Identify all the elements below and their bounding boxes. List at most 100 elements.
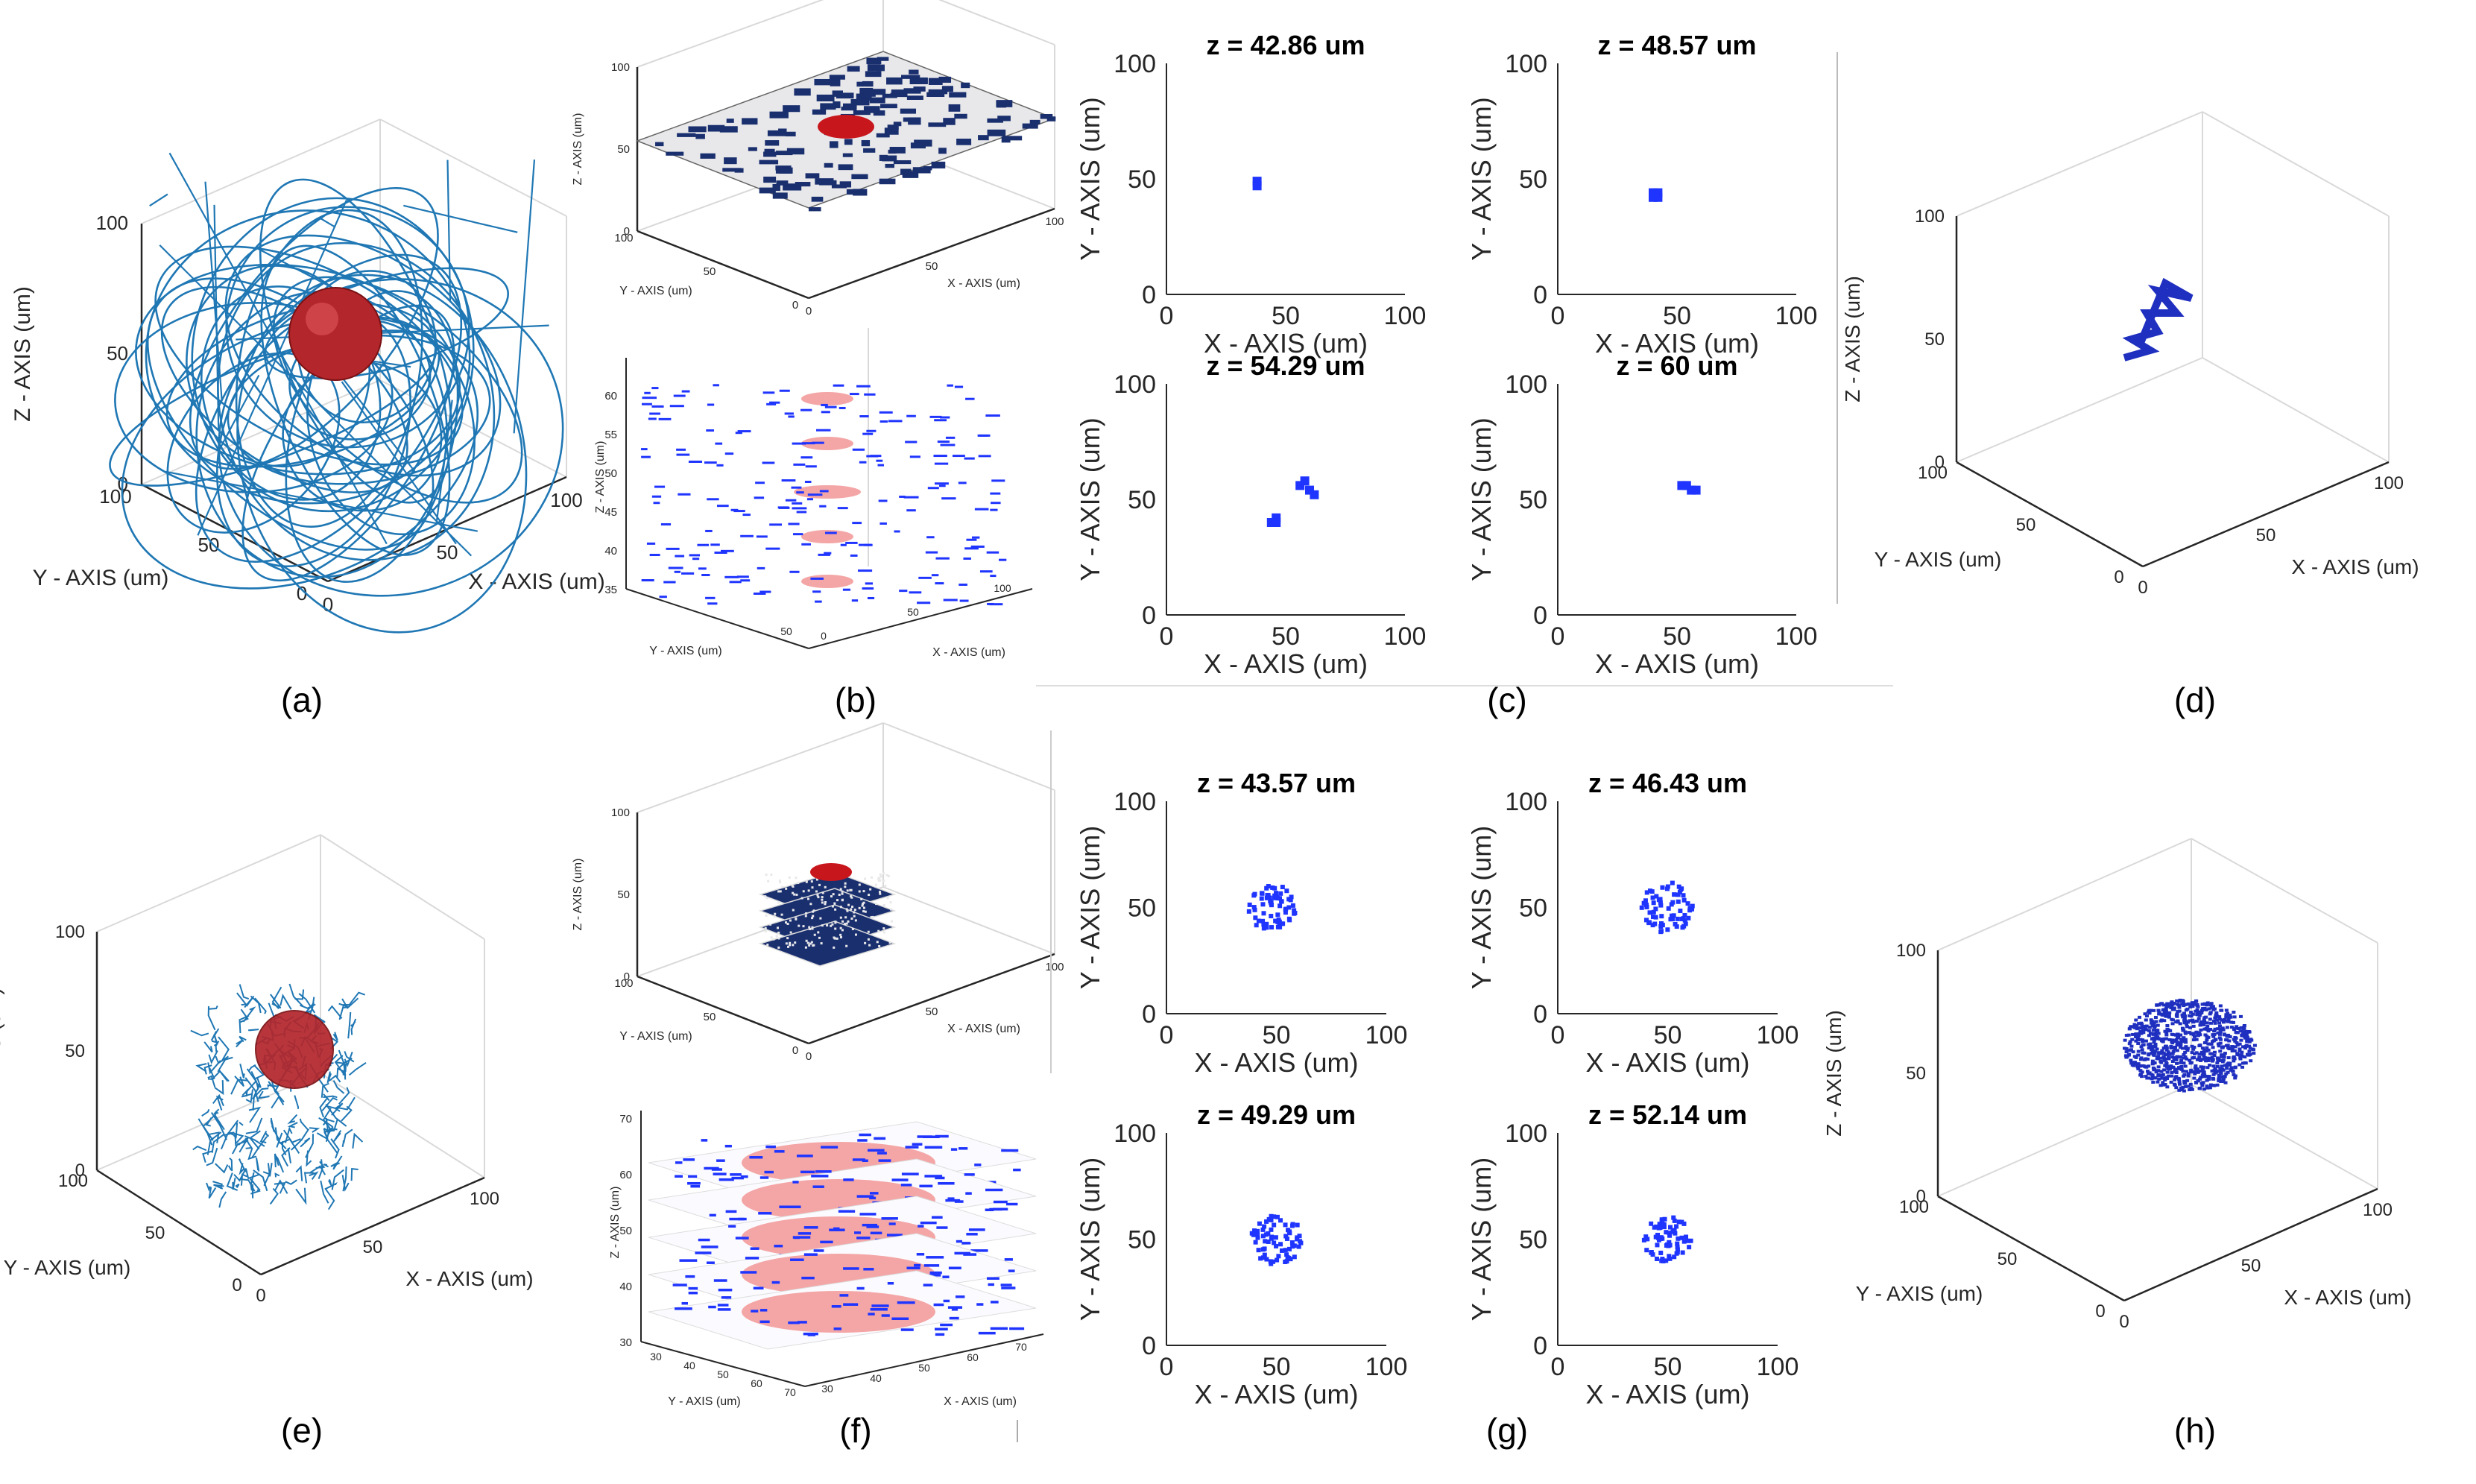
data-point	[1278, 921, 1283, 926]
voxel-gap	[785, 942, 788, 945]
data-point	[1671, 1215, 1676, 1220]
data-point	[2174, 1070, 2179, 1074]
data-point	[2225, 1064, 2229, 1067]
voxel	[755, 481, 765, 484]
data-point	[2174, 1038, 2179, 1041]
data-point	[2159, 1070, 2164, 1073]
voxel-gap	[862, 906, 865, 909]
voxel-gap	[816, 894, 819, 897]
e-ytick: 100	[58, 1171, 88, 1191]
data-point	[1653, 915, 1658, 920]
data-point	[2191, 1047, 2196, 1051]
data-point	[2196, 1057, 2201, 1061]
voxel	[792, 507, 807, 510]
data-point	[2185, 1057, 2189, 1061]
trajectory-segment	[239, 1064, 245, 1079]
voxel	[900, 108, 917, 114]
data-point	[2134, 1039, 2138, 1043]
data-point	[2174, 1067, 2179, 1071]
voxel	[812, 590, 821, 593]
trajectory-segment	[248, 1029, 259, 1032]
data-point	[2183, 1014, 2188, 1018]
trajectory-segment	[253, 1169, 268, 1192]
data-point	[2247, 1044, 2252, 1048]
data-point	[2199, 1070, 2203, 1073]
voxel-gap	[830, 895, 833, 898]
trajectory-segment	[257, 1090, 270, 1099]
voxel	[906, 414, 916, 417]
data-point	[2215, 1056, 2220, 1060]
h-ytick: 50	[1997, 1249, 2018, 1269]
voxel	[923, 1283, 933, 1286]
data-point	[1251, 1232, 1256, 1237]
f-bottom-xtick: 30	[821, 1383, 833, 1395]
d-ztick: 100	[1915, 206, 1945, 227]
data-point	[1287, 918, 1292, 923]
voxel	[651, 387, 659, 390]
b-top-y-axis	[637, 230, 809, 300]
data-point	[2134, 1032, 2138, 1036]
data-point	[1261, 911, 1266, 916]
data-point	[2173, 1040, 2177, 1043]
voxel	[862, 587, 874, 590]
data-point	[1680, 1250, 1685, 1255]
data-point	[2243, 1035, 2247, 1038]
data-point	[2200, 1046, 2205, 1050]
voxel	[786, 1205, 801, 1208]
data-point	[2243, 1046, 2248, 1050]
h-x-axis	[2123, 1187, 2378, 1302]
voxel	[856, 93, 872, 101]
voxel	[769, 111, 789, 119]
voxel	[1022, 123, 1038, 129]
voxel	[877, 464, 884, 467]
target-sphere	[288, 287, 382, 381]
trajectory-segment	[227, 1165, 233, 1171]
voxel-gap	[777, 937, 780, 940]
data-point	[2232, 1038, 2236, 1041]
data-point	[2195, 1020, 2199, 1023]
data-point	[1658, 903, 1664, 908]
trajectory-segment	[212, 1093, 224, 1107]
g-ytick: 0	[1142, 1332, 1156, 1360]
data-point	[2212, 1007, 2217, 1011]
data-point	[1649, 1221, 1654, 1226]
voxel	[952, 455, 965, 458]
trajectory-segment	[207, 1005, 216, 1031]
b_top-ytick: 100	[614, 232, 633, 244]
data-point	[2196, 1017, 2201, 1020]
d-ylabel: Y - AXIS (um)	[1875, 548, 2002, 571]
voxel-gap	[769, 923, 772, 926]
data-point	[2156, 1065, 2161, 1069]
voxel-gap	[821, 924, 824, 927]
data-point	[2181, 1015, 2185, 1019]
data-point	[2191, 1024, 2196, 1028]
voxel-gap	[830, 924, 833, 927]
data-point	[2147, 1011, 2152, 1015]
c-xlabel: X - AXIS (um)	[1595, 648, 1759, 679]
f_top-ztick: 0	[624, 970, 630, 983]
voxel	[866, 455, 879, 458]
data-point	[1265, 892, 1270, 897]
voxel	[820, 1240, 833, 1244]
voxel-gap	[786, 937, 789, 940]
h-ztick: 0	[1916, 1187, 1926, 1207]
data-point	[2217, 1021, 2222, 1025]
trajectory-segment	[299, 1118, 309, 1131]
voxel-gap	[793, 893, 796, 896]
data-point	[2235, 1052, 2240, 1056]
data-point	[2199, 1050, 2204, 1054]
voxel	[788, 522, 800, 525]
data-point	[1261, 926, 1266, 931]
data-point	[2139, 1056, 2144, 1060]
data-point	[1652, 1225, 1657, 1230]
voxel	[1004, 1258, 1013, 1261]
data-point	[1658, 1225, 1663, 1231]
data-point	[2185, 1049, 2190, 1052]
data-point	[2222, 1032, 2226, 1036]
voxel-gap	[811, 927, 814, 930]
c-ylabel: Y - AXIS (um)	[1466, 97, 1497, 260]
data-point	[2229, 1020, 2234, 1024]
voxel	[731, 1176, 744, 1180]
voxel	[934, 462, 949, 465]
c-xtick: 50	[1663, 622, 1691, 651]
